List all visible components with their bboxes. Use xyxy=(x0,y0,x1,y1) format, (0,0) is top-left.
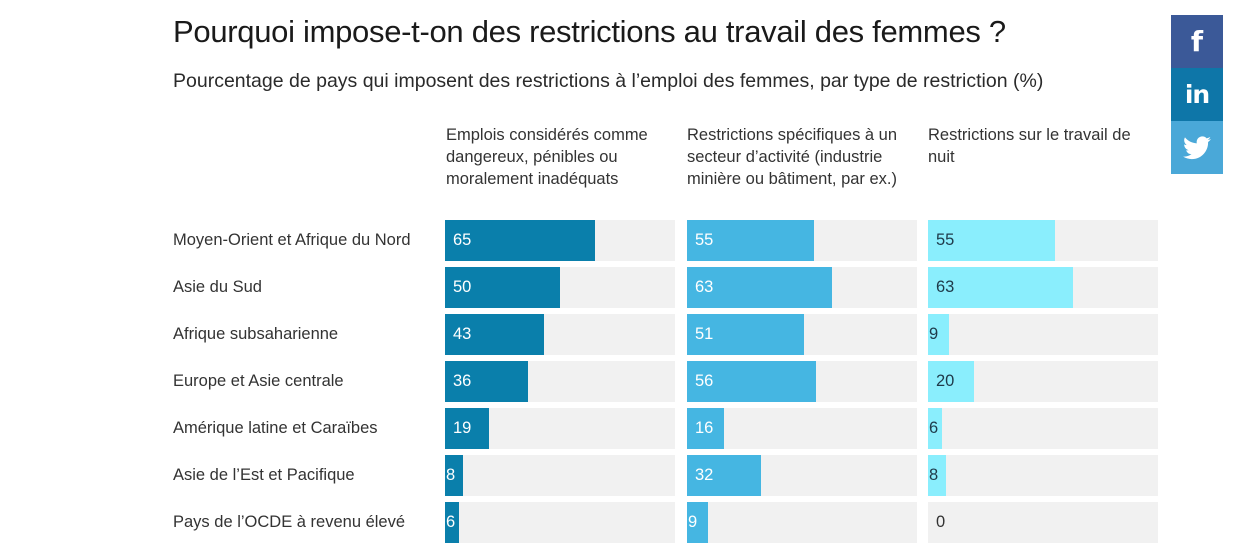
data-label: 65 xyxy=(453,231,472,249)
row-label: Amérique latine et Caraïbes xyxy=(173,419,378,437)
row-label: Asie de l’Est et Pacifique xyxy=(173,466,355,484)
bar-track: 19 xyxy=(445,408,675,449)
bar-track: 20 xyxy=(928,361,1158,402)
linkedin-icon: in xyxy=(1184,80,1210,109)
bar-track: 50 xyxy=(445,267,675,308)
bar[interactable] xyxy=(928,408,942,449)
data-label: 16 xyxy=(695,419,714,437)
social-share-bar: f in xyxy=(1171,15,1223,174)
bar-track: 0 xyxy=(928,502,1158,543)
bar[interactable] xyxy=(687,220,814,261)
bar-track: 8 xyxy=(445,455,675,496)
row-label: Moyen-Orient et Afrique du Nord xyxy=(173,231,411,249)
bar[interactable] xyxy=(445,408,489,449)
bar[interactable] xyxy=(928,314,949,355)
data-label: 51 xyxy=(695,325,714,343)
bar-track: 9 xyxy=(928,314,1158,355)
bar-track: 55 xyxy=(928,220,1158,261)
bar[interactable] xyxy=(445,314,544,355)
row-label: Asie du Sud xyxy=(173,278,262,296)
bar-track: 32 xyxy=(687,455,917,496)
data-label: 63 xyxy=(936,278,955,296)
data-label: 6 xyxy=(446,513,456,531)
bar-track: 8 xyxy=(928,455,1158,496)
data-label: 9 xyxy=(929,325,939,343)
bar-track: 63 xyxy=(687,267,917,308)
data-label: 50 xyxy=(453,278,472,296)
bar-track: 51 xyxy=(687,314,917,355)
bar[interactable] xyxy=(928,361,974,402)
data-label: 8 xyxy=(446,466,456,484)
bar-track: 16 xyxy=(687,408,917,449)
twitter-share-button[interactable] xyxy=(1171,121,1223,174)
row-label: Europe et Asie centrale xyxy=(173,372,344,390)
data-label: 32 xyxy=(695,466,714,484)
data-label: 56 xyxy=(695,372,714,390)
twitter-icon xyxy=(1183,135,1211,159)
bar-track: 6 xyxy=(928,408,1158,449)
facebook-share-button[interactable]: f xyxy=(1171,15,1223,68)
bar-track: 9 xyxy=(687,502,917,543)
bar-track: 36 xyxy=(445,361,675,402)
bar[interactable] xyxy=(687,361,816,402)
chart-subtitle: Pourcentage de pays qui imposent des res… xyxy=(173,70,1044,92)
bar[interactable] xyxy=(687,314,804,355)
data-label: 63 xyxy=(695,278,714,296)
data-label: 43 xyxy=(453,325,472,343)
bar-track: 56 xyxy=(687,361,917,402)
facebook-icon: f xyxy=(1190,25,1204,58)
row-label: Afrique subsaharienne xyxy=(173,325,339,343)
bar[interactable] xyxy=(687,455,761,496)
bar-track: 43 xyxy=(445,314,675,355)
data-label: 8 xyxy=(929,466,939,484)
bar[interactable] xyxy=(445,361,528,402)
column-header-night-work: Restrictions sur le travail de nuit xyxy=(928,126,1131,166)
data-label: 9 xyxy=(688,513,698,531)
bar[interactable] xyxy=(928,220,1055,261)
bar[interactable] xyxy=(445,220,595,261)
column-header-sector-restrictions: Restrictions spécifiques à un secteur d’… xyxy=(687,126,898,188)
data-label: 55 xyxy=(695,231,714,249)
bar[interactable] xyxy=(687,267,832,308)
bar[interactable] xyxy=(687,408,724,449)
data-label: 19 xyxy=(453,419,472,437)
bar-track: 63 xyxy=(928,267,1158,308)
data-label: 6 xyxy=(929,419,939,437)
bar[interactable] xyxy=(445,455,463,496)
bar[interactable] xyxy=(928,267,1073,308)
bar-track: 6 xyxy=(445,502,675,543)
bar[interactable] xyxy=(687,502,708,543)
column-header-dangerous-jobs: Emplois considérés comme dangereux, péni… xyxy=(446,126,648,188)
bar[interactable] xyxy=(445,502,459,543)
data-label: 0 xyxy=(936,513,946,531)
data-label: 55 xyxy=(936,231,955,249)
data-label: 36 xyxy=(453,372,472,390)
bar-track: 65 xyxy=(445,220,675,261)
row-label: Pays de l’OCDE à revenu élevé xyxy=(173,513,406,531)
bar-track: 55 xyxy=(687,220,917,261)
bar[interactable] xyxy=(445,267,560,308)
data-label: 20 xyxy=(936,372,955,390)
chart-title: Pourquoi impose-t-on des restrictions au… xyxy=(173,14,1006,49)
linkedin-share-button[interactable]: in xyxy=(1171,68,1223,121)
bar[interactable] xyxy=(928,455,946,496)
